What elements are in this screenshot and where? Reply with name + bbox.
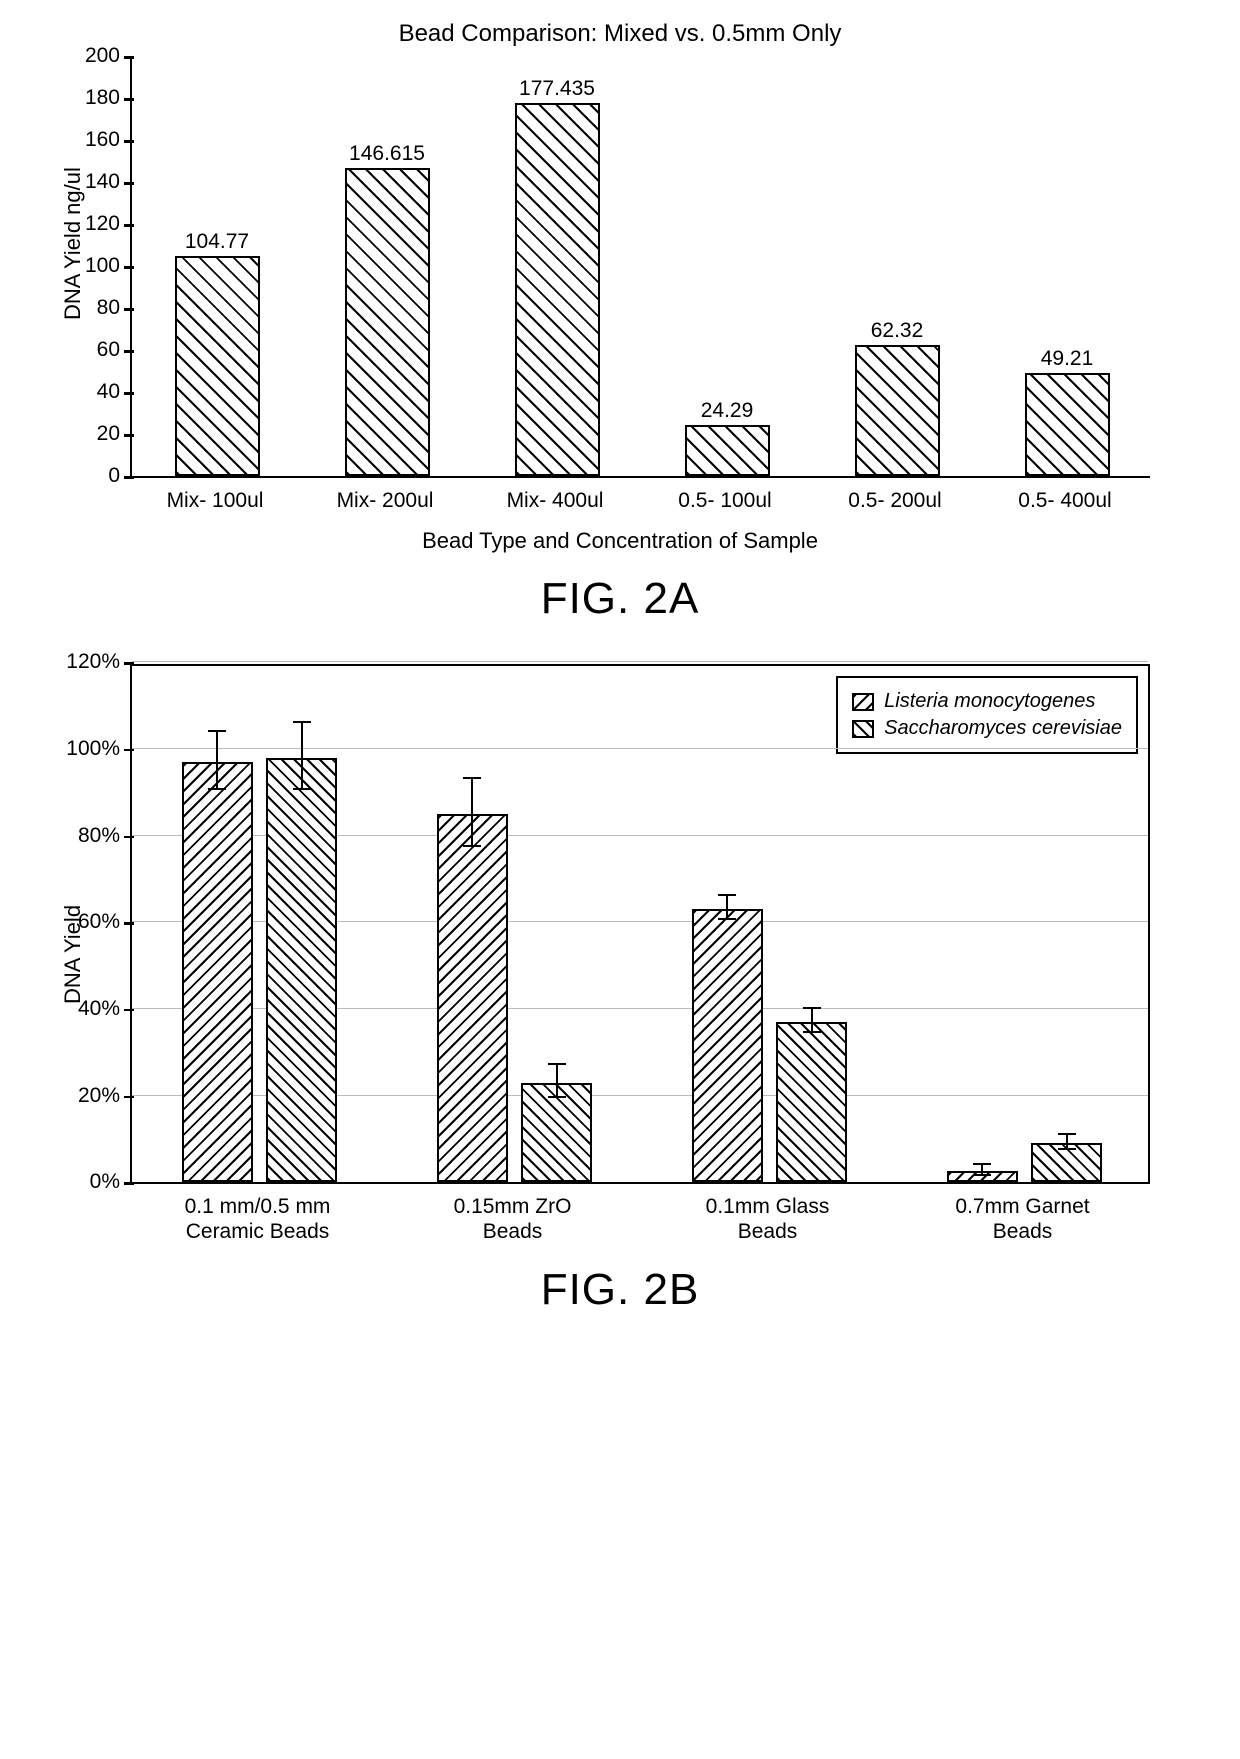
chart-b-xtick: 0.1mm GlassBeads xyxy=(640,1184,895,1244)
chart-b-bar xyxy=(182,762,253,1182)
chart-a-bar: 49.21 xyxy=(1025,373,1110,476)
chart-a-bar-label: 49.21 xyxy=(1041,347,1094,375)
chart-b-ytick: 60% xyxy=(78,910,132,934)
chart-b-xticks: 0.1 mm/0.5 mmCeramic Beads0.15mm ZrOBead… xyxy=(130,1184,1150,1244)
chart-b-legend-swatch xyxy=(852,720,874,738)
chart-a-bar: 146.615 xyxy=(345,168,430,476)
chart-a-bar-label: 104.77 xyxy=(185,230,249,258)
page: Bead Comparison: Mixed vs. 0.5mm Only DN… xyxy=(0,0,1240,1375)
chart-b-errorbar xyxy=(471,777,473,846)
chart-a-xtick: 0.5- 100ul xyxy=(640,478,810,513)
chart-b-errorbar xyxy=(811,1007,813,1033)
chart-a-bar: 24.29 xyxy=(685,425,770,476)
chart-a: Bead Comparison: Mixed vs. 0.5mm Only DN… xyxy=(40,20,1200,554)
chart-b-legend-row: Saccharomyces cerevisiae xyxy=(852,717,1122,740)
chart-a-xticks: Mix- 100ulMix- 200ulMix- 400ul0.5- 100ul… xyxy=(130,478,1150,513)
chart-b-ytick: 120% xyxy=(66,650,132,674)
chart-b: DNA Yield Listeria monocytogenesSaccharo… xyxy=(40,664,1200,1244)
chart-a-xtick: Mix- 100ul xyxy=(130,478,300,513)
chart-a-xtick: Mix- 400ul xyxy=(470,478,640,513)
chart-b-bar xyxy=(266,758,337,1183)
chart-a-ytick: 200 xyxy=(85,44,132,68)
chart-b-errorbar xyxy=(1066,1133,1068,1150)
chart-a-ytick: 180 xyxy=(85,86,132,110)
chart-a-ytick: 80 xyxy=(97,296,132,320)
chart-b-ytick: 20% xyxy=(78,1084,132,1108)
chart-a-title: Bead Comparison: Mixed vs. 0.5mm Only xyxy=(40,20,1200,48)
chart-a-bar-label: 146.615 xyxy=(349,142,425,170)
chart-b-bar xyxy=(947,1171,1018,1182)
chart-a-ytick: 0 xyxy=(108,464,132,488)
figure-b-label: FIG. 2B xyxy=(40,1265,1200,1315)
chart-a-bar: 177.435 xyxy=(515,103,600,476)
chart-b-ytick: 100% xyxy=(66,737,132,761)
chart-b-xtick: 0.1 mm/0.5 mmCeramic Beads xyxy=(130,1184,385,1244)
chart-a-ytick: 100 xyxy=(85,254,132,278)
figure-a-label: FIG. 2A xyxy=(40,574,1200,624)
chart-a-ylabel: DNA Yield ng/ul xyxy=(60,167,86,320)
chart-a-ytick: 160 xyxy=(85,128,132,152)
chart-a-bar-label: 177.435 xyxy=(519,77,595,105)
chart-b-bar xyxy=(521,1083,592,1183)
chart-b-legend: Listeria monocytogenes Saccharomyces cere… xyxy=(836,676,1138,754)
chart-b-xtick: 0.15mm ZrOBeads xyxy=(385,1184,640,1244)
chart-b-bar xyxy=(776,1022,847,1182)
chart-b-bar xyxy=(437,814,508,1182)
chart-b-bar xyxy=(692,909,763,1182)
chart-a-xtick: 0.5- 400ul xyxy=(980,478,1150,513)
chart-b-plot-area: Listeria monocytogenes Saccharomyces cere… xyxy=(130,664,1150,1184)
chart-b-gridline xyxy=(132,748,1148,749)
chart-b-legend-row: Listeria monocytogenes xyxy=(852,690,1122,713)
chart-b-errorbar xyxy=(726,894,728,920)
chart-b-ytick: 0% xyxy=(90,1170,132,1194)
chart-b-gridline xyxy=(132,661,1148,662)
chart-b-legend-label: Listeria monocytogenes xyxy=(884,690,1095,713)
chart-a-bar: 62.32 xyxy=(855,345,940,476)
chart-a-bar-label: 62.32 xyxy=(871,319,924,347)
chart-a-ytick: 60 xyxy=(97,338,132,362)
chart-b-ytick: 40% xyxy=(78,997,132,1021)
chart-a-ytick: 20 xyxy=(97,422,132,446)
chart-b-legend-swatch xyxy=(852,693,874,711)
chart-b-bar xyxy=(1031,1143,1102,1182)
chart-a-ytick: 40 xyxy=(97,380,132,404)
chart-b-xtick: 0.7mm GarnetBeads xyxy=(895,1184,1150,1244)
chart-a-plot-area: 020406080100120140160180200104.77146.615… xyxy=(130,58,1150,478)
chart-b-errorbar xyxy=(556,1063,558,1098)
chart-b-errorbar xyxy=(301,721,303,790)
chart-a-ytick: 120 xyxy=(85,212,132,236)
chart-a-bar-label: 24.29 xyxy=(701,399,754,427)
chart-a-bar: 104.77 xyxy=(175,256,260,476)
chart-b-errorbar xyxy=(216,730,218,791)
chart-a-xtick: Mix- 200ul xyxy=(300,478,470,513)
chart-a-xlabel: Bead Type and Concentration of Sample xyxy=(40,528,1200,554)
chart-a-xtick: 0.5- 200ul xyxy=(810,478,980,513)
chart-b-ytick: 80% xyxy=(78,824,132,848)
chart-b-errorbar xyxy=(981,1163,983,1176)
chart-a-ytick: 140 xyxy=(85,170,132,194)
chart-b-legend-label: Saccharomyces cerevisiae xyxy=(884,717,1122,740)
